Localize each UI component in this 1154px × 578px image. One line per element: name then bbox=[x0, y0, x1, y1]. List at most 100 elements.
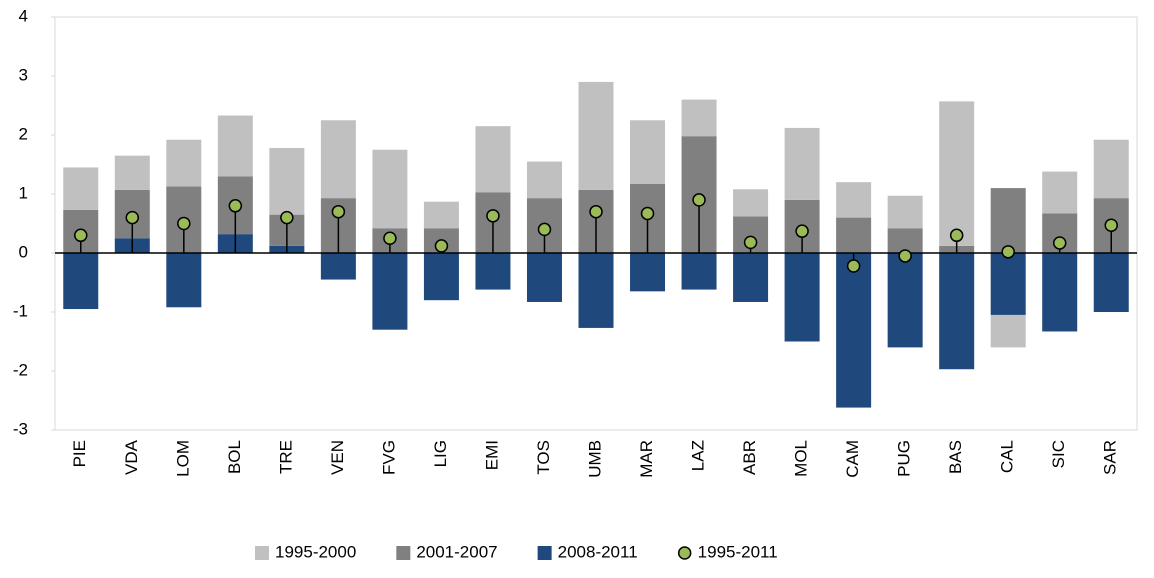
point bbox=[383, 231, 397, 245]
bar bbox=[423, 201, 459, 229]
point bbox=[846, 259, 861, 273]
bar bbox=[475, 126, 511, 193]
x-tick-label: SIC bbox=[1049, 440, 1068, 468]
x-tick-label: MAR bbox=[637, 440, 656, 478]
legend-swatch bbox=[396, 546, 411, 560]
x-tick-label: TRE bbox=[276, 440, 295, 474]
legend-swatch bbox=[537, 546, 552, 560]
legend-swatch bbox=[255, 546, 269, 560]
point bbox=[280, 210, 294, 225]
y-tick-label: 3 bbox=[19, 65, 28, 84]
x-tick-label: EMI bbox=[482, 440, 501, 470]
legend-label: 1995-2000 bbox=[275, 542, 356, 561]
bar bbox=[320, 253, 356, 280]
bar bbox=[990, 188, 1026, 253]
bar bbox=[939, 253, 975, 370]
bar bbox=[269, 147, 305, 215]
bar bbox=[733, 189, 769, 217]
bar bbox=[681, 99, 717, 137]
x-tick-label: SAR bbox=[1101, 440, 1120, 475]
bar bbox=[836, 182, 872, 218]
bar bbox=[990, 253, 1026, 315]
point bbox=[743, 235, 758, 250]
point bbox=[1001, 245, 1015, 259]
x-tick-label: UMB bbox=[585, 440, 604, 478]
bar bbox=[217, 115, 253, 177]
bar bbox=[887, 253, 923, 348]
bar bbox=[423, 253, 459, 301]
y-tick-label: -2 bbox=[13, 360, 28, 379]
bar bbox=[526, 161, 562, 199]
legend-label: 2008-2011 bbox=[558, 542, 638, 561]
bar bbox=[939, 101, 975, 246]
point bbox=[74, 228, 88, 243]
bar bbox=[887, 195, 923, 229]
bar bbox=[630, 120, 666, 184]
bar bbox=[681, 253, 717, 290]
y-tick-label: 2 bbox=[19, 124, 28, 143]
x-tick-label: VEN bbox=[328, 440, 347, 475]
x-tick-label: CAM bbox=[843, 440, 862, 478]
x-tick-label: LAZ bbox=[689, 440, 708, 471]
bar bbox=[320, 120, 356, 199]
point bbox=[949, 228, 964, 243]
x-tick-label: PUG bbox=[895, 440, 914, 477]
x-tick-label: FVG bbox=[379, 440, 398, 475]
bar bbox=[1042, 253, 1078, 332]
bar bbox=[578, 253, 614, 328]
point bbox=[692, 193, 706, 207]
point bbox=[434, 239, 449, 253]
y-tick-label: 0 bbox=[19, 242, 28, 261]
point bbox=[537, 222, 552, 237]
bar bbox=[630, 253, 666, 292]
bar bbox=[733, 253, 769, 302]
bar bbox=[836, 217, 872, 253]
bar bbox=[475, 253, 511, 290]
bar bbox=[526, 253, 562, 302]
x-tick-label: VDA bbox=[122, 439, 141, 475]
bar bbox=[63, 253, 99, 310]
point bbox=[125, 210, 140, 225]
legend-marker bbox=[677, 546, 692, 560]
bar bbox=[372, 253, 408, 330]
point bbox=[1104, 218, 1118, 233]
point bbox=[228, 199, 243, 213]
point bbox=[640, 206, 655, 221]
point bbox=[795, 224, 809, 238]
legend-label: 2001-2007 bbox=[416, 542, 497, 561]
bar bbox=[784, 253, 820, 342]
point bbox=[177, 216, 191, 231]
point bbox=[486, 209, 500, 223]
point bbox=[331, 204, 346, 219]
point bbox=[589, 204, 603, 219]
bar bbox=[372, 149, 408, 229]
bar bbox=[990, 314, 1026, 348]
point bbox=[1052, 236, 1067, 250]
bar bbox=[166, 253, 202, 308]
y-tick-label: 4 bbox=[19, 6, 28, 25]
bar bbox=[166, 139, 202, 187]
x-tick-label: LOM bbox=[173, 440, 192, 477]
point bbox=[898, 249, 912, 263]
y-tick-label: -1 bbox=[13, 301, 28, 320]
bar bbox=[63, 167, 99, 210]
x-tick-label: MOL bbox=[792, 440, 811, 477]
bar bbox=[1042, 171, 1078, 214]
bar bbox=[1093, 253, 1129, 312]
y-tick-label: 1 bbox=[19, 183, 28, 202]
bar bbox=[784, 127, 820, 200]
plot-area bbox=[54, 16, 1138, 431]
bar bbox=[836, 253, 872, 408]
x-tick-label: LIG bbox=[431, 440, 450, 467]
bar bbox=[1093, 139, 1129, 199]
bar bbox=[887, 228, 923, 253]
x-tick-label: CAL bbox=[998, 440, 1017, 473]
x-tick-label: TOS bbox=[534, 440, 553, 475]
y-tick-label: -3 bbox=[13, 419, 28, 438]
bar bbox=[578, 81, 614, 190]
x-tick-label: ABR bbox=[740, 440, 759, 475]
x-tick-label: BOL bbox=[225, 440, 244, 474]
x-tick-label: BAS bbox=[946, 440, 965, 474]
